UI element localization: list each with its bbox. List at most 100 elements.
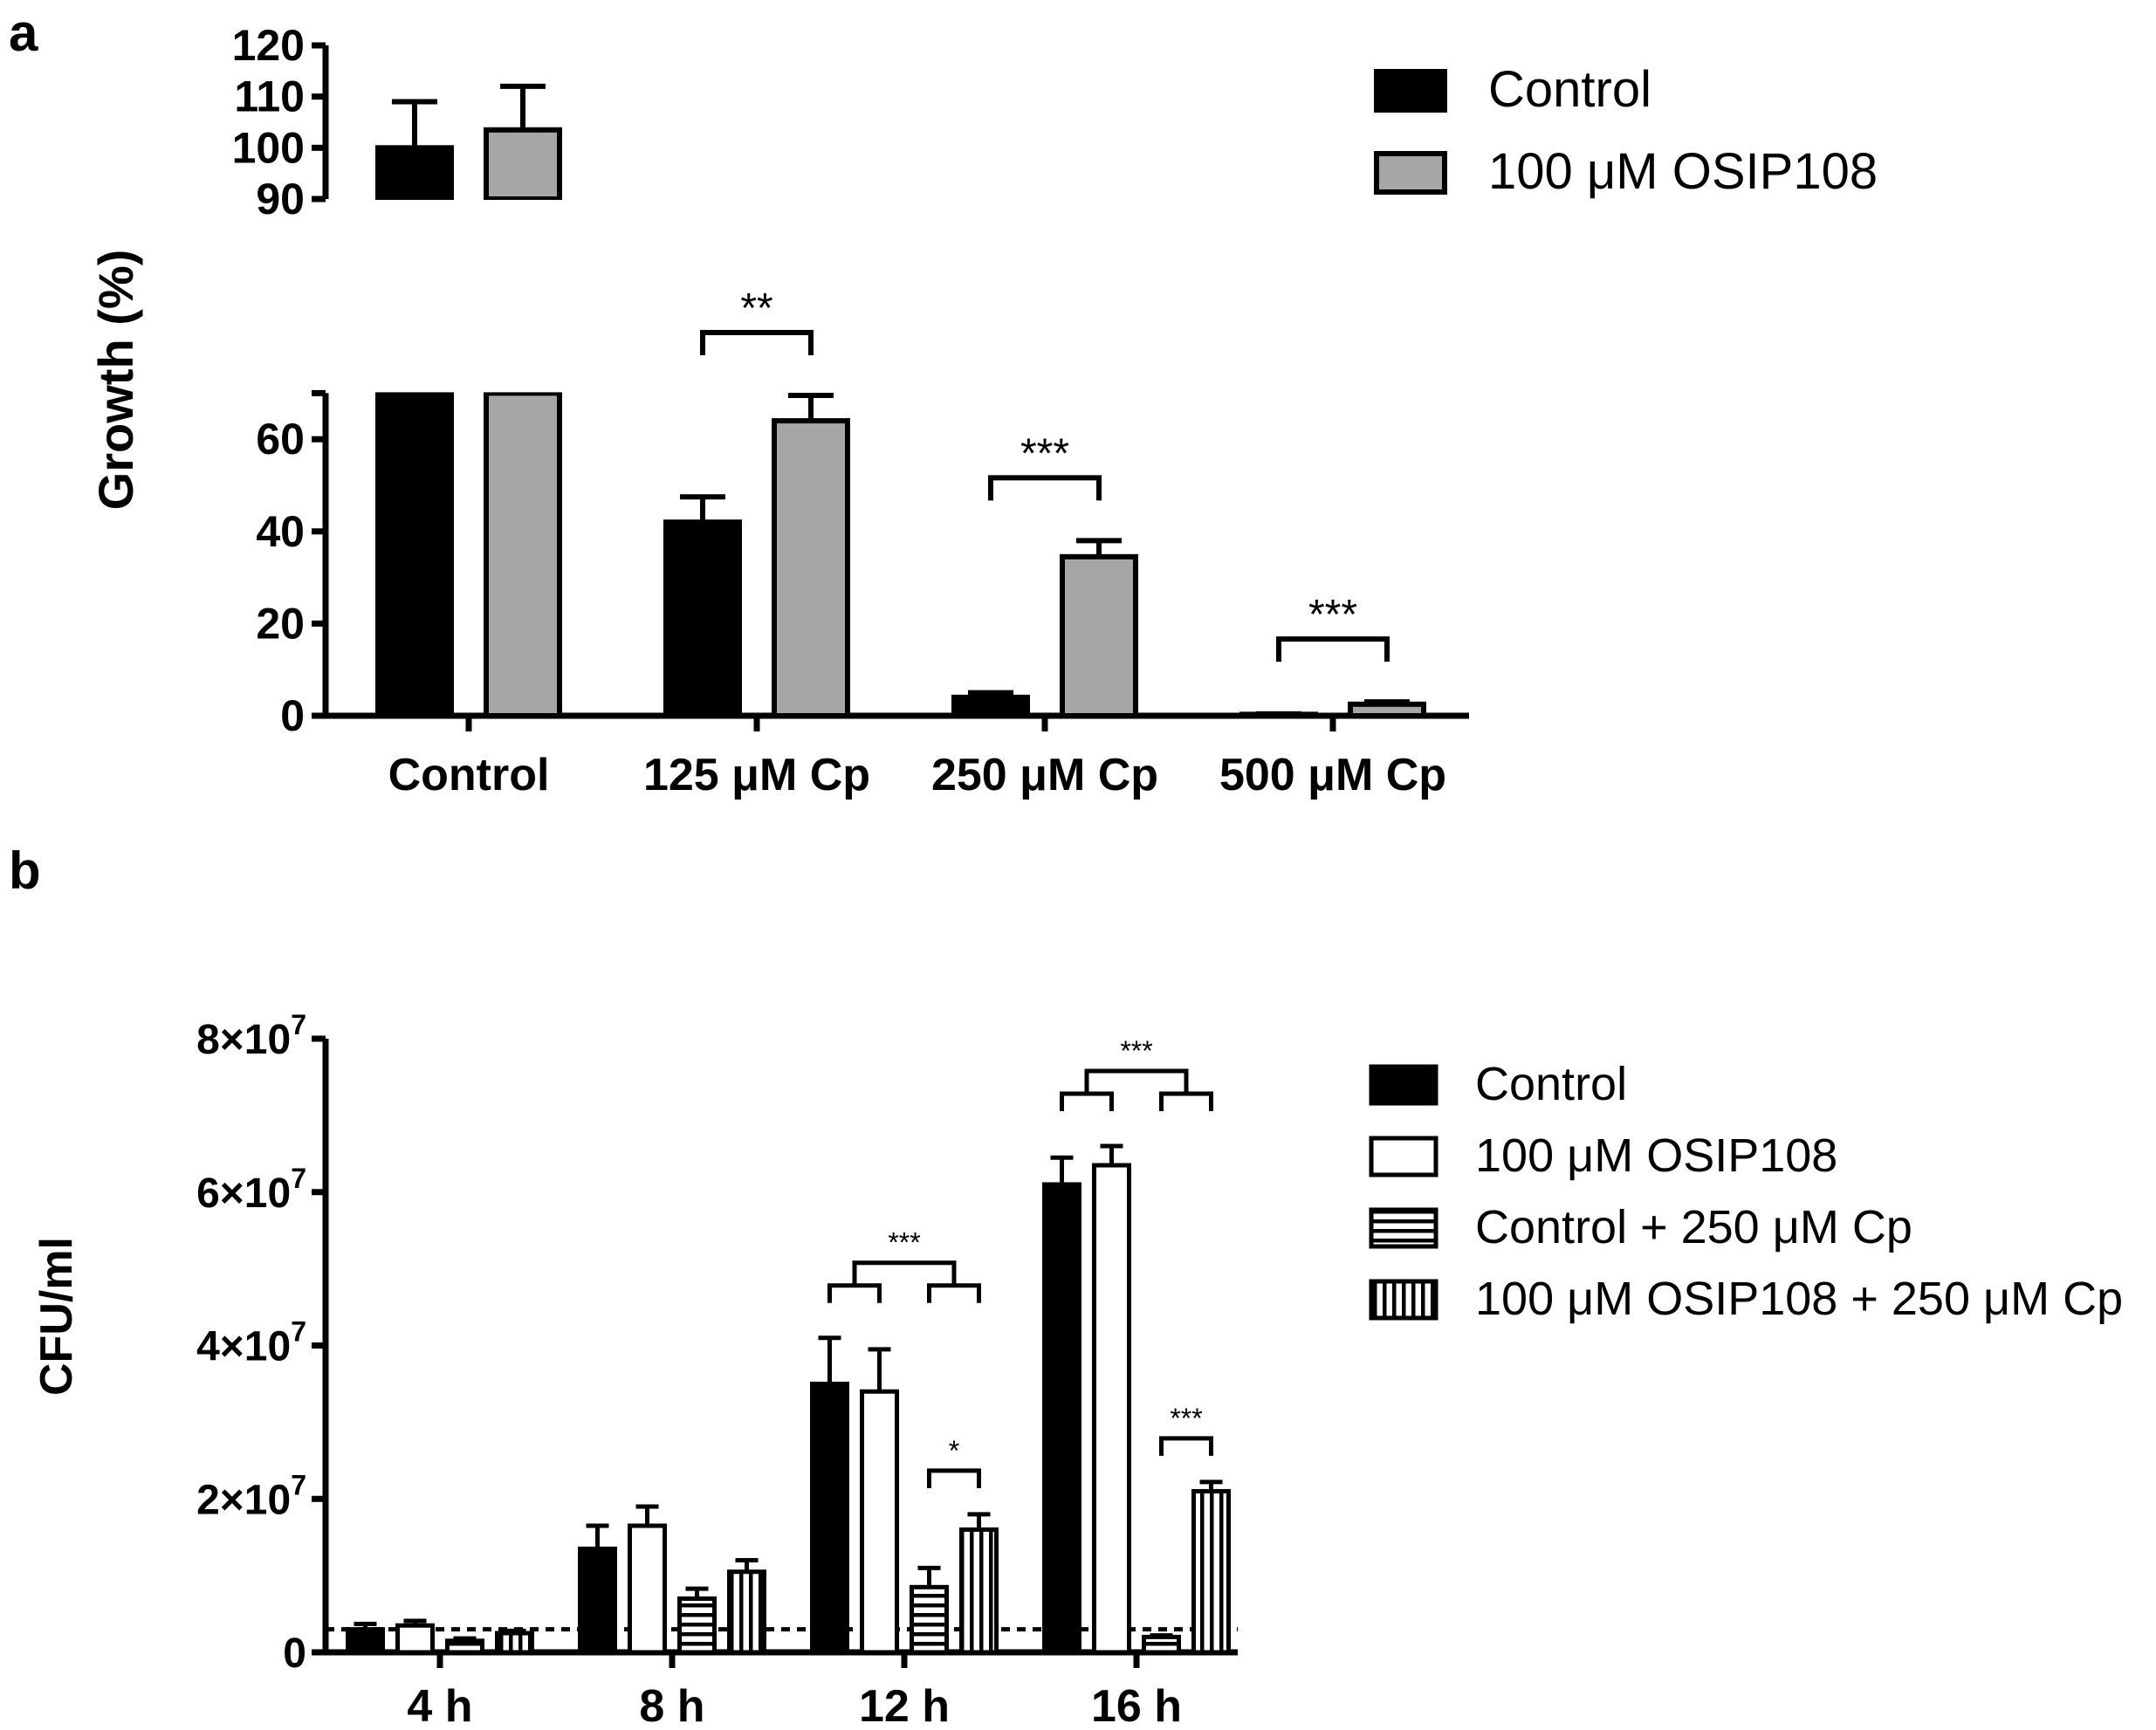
significance-label-group-16-h: *** [1120,1035,1152,1067]
significance-bracket-right-12-h [927,1283,981,1303]
bar-100-um-osip108-250-um-cp-12-h [959,1527,999,1655]
legend-label-100-um-osip108: 100 μM OSIP108 [1475,1129,1837,1182]
bar-100-um-osip108-250-um-cp-4-h [495,1630,534,1655]
panel-label-b: b [9,841,41,900]
bar-100-um-osip108-8-h [628,1523,667,1655]
bar-control-12-h [810,1381,849,1655]
tick-base: 4×10 [196,1324,291,1370]
y-tick-4-107-label: 4×107 [196,1316,306,1370]
tick-base: 0 [283,1630,306,1677]
bar-100-um-osip108-250-um-cp-8-h [727,1569,766,1655]
bar-control-control-upper [375,145,454,202]
significance-bracket-125-um-cp [700,330,814,356]
bar-control-500-um-cp [1239,711,1318,719]
y-tick-6-107-label: 6×107 [196,1163,306,1217]
legend-swatch-100-um-osip108 [1374,151,1447,195]
y-tick-label-0: 0 [280,691,305,740]
y-tick-0-label: 0 [283,1630,306,1677]
y-tick-label-120: 120 [232,21,305,70]
bar-100-um-osip108-control-lower [484,390,562,718]
legend-label-100-um-osip108-250-um-cp: 100 μM OSIP108 + 250 μM Cp [1475,1273,2123,1325]
significance-bracket-right-16-h [1159,1091,1213,1112]
bar-100-um-osip108-250-um-cp-16-h [1191,1488,1231,1655]
significance-label-125-um-cp: ** [740,285,772,332]
legend-swatch-control [1369,1064,1438,1106]
legend-swatch-control [1374,69,1447,113]
y-tick-label-100: 100 [232,123,305,172]
x-tick-label-250-um-cp: 250 μM Cp [931,750,1158,800]
bar-100-um-osip108-500-um-cp [1348,701,1426,718]
x-tick-label-125-um-cp: 125 μM Cp [643,750,870,800]
y-tick-8-107-label: 8×107 [196,1009,306,1063]
panel-b-significance: ********** [827,1035,1213,1488]
bar-control-250-um-cp-4-h [445,1638,484,1655]
tick-exponent: 7 [291,1316,306,1348]
x-tick-label-12-h: 12 h [859,1681,950,1730]
x-tick-label-8-h: 8 h [639,1681,704,1730]
x-tick-label-4-h: 4 h [407,1681,472,1730]
bar-100-um-osip108-125-um-cp [772,418,850,718]
y-tick-label-110: 110 [234,72,305,121]
legend-label-100-um-osip108: 100 μM OSIP108 [1488,143,1878,200]
x-tick-label-16-h: 16 h [1091,1681,1182,1730]
significance-bracket-left-12-h [827,1283,882,1303]
tick-base: 8×10 [196,1017,291,1063]
bar-100-um-osip108-4-h [395,1623,435,1655]
x-tick-label-500-um-cp: 500 μM Cp [1219,750,1446,800]
panel-label-a: a [9,3,38,62]
significance-bracket-250-um-cp [988,475,1102,501]
panel-a-y-axis-label: Growth (%) [88,250,143,511]
x-tick-label-control: Control [388,750,550,800]
bar-control-250-um-cp-12-h [910,1584,949,1655]
bar-control-125-um-cp [663,519,742,718]
bar-100-um-osip108-12-h [860,1389,899,1655]
y-tick-label-20: 20 [256,599,305,648]
y-tick-label-40: 40 [256,507,305,556]
legend-swatch-100-um-osip108 [1369,1136,1438,1177]
bar-100-um-osip108-control-upper [484,127,562,202]
significance-bracket-500-um-cp [1276,636,1390,662]
y-tick-label-90: 90 [256,175,305,223]
significance-label-pair-16-h: *** [1170,1403,1202,1434]
tick-exponent: 7 [291,1009,306,1040]
tick-base: 2×10 [196,1477,291,1523]
significance-label-group-12-h: *** [888,1227,920,1259]
bar-100-um-osip108-16-h [1092,1163,1131,1655]
legend-swatch-100-um-osip108-250-um-cp [1369,1279,1438,1321]
y-tick-label-60: 60 [256,415,305,463]
significance-bracket-top-12-h [852,1260,957,1286]
bar-control-4-h [346,1627,385,1655]
axis-break-gap [481,200,565,393]
y-tick-2-107-label: 2×107 [196,1469,306,1523]
panel-a-significance: ******** [700,285,1390,662]
significance-label-500-um-cp: *** [1308,592,1357,638]
tick-exponent: 7 [291,1163,306,1194]
legend-label-control: Control [1475,1058,1627,1110]
panel-a-bars [373,83,1426,719]
legend-label-control: Control [1488,61,1651,118]
significance-label-pair-12-h: * [949,1435,959,1466]
significance-label-250-um-cp: *** [1020,430,1069,477]
bar-control-250-um-cp [951,694,1030,719]
panel-b-y-axis-label: CFU/ml [31,1237,82,1396]
axis-break-gap [373,200,457,393]
legend-label-control-250-um-cp: Control + 250 μM Cp [1475,1201,1912,1253]
bar-control-250-um-cp-8-h [677,1596,717,1655]
significance-bracket-left-16-h [1060,1091,1114,1112]
bar-control-8-h [578,1546,617,1655]
panel-a-legend: Control 100 μM OSIP108 [1374,61,1878,200]
bar-control-control-lower [375,390,454,718]
bar-control-16-h [1042,1182,1081,1655]
bar-control-250-um-cp-16-h [1142,1634,1181,1655]
panel-b-bars [346,1143,1231,1655]
significance-bracket-top-16-h [1084,1068,1189,1095]
legend-swatch-control-250-um-cp [1369,1207,1438,1249]
tick-base: 6×10 [196,1170,291,1217]
significance-bracket-pair-12-h [927,1468,981,1488]
bar-100-um-osip108-250-um-cp [1060,553,1138,719]
panel-b-legend: Control 100 μM OSIP108 Control + 250 μM Cp… [1369,1058,2123,1325]
significance-bracket-pair-16-h [1159,1436,1213,1456]
tick-exponent: 7 [291,1469,306,1500]
